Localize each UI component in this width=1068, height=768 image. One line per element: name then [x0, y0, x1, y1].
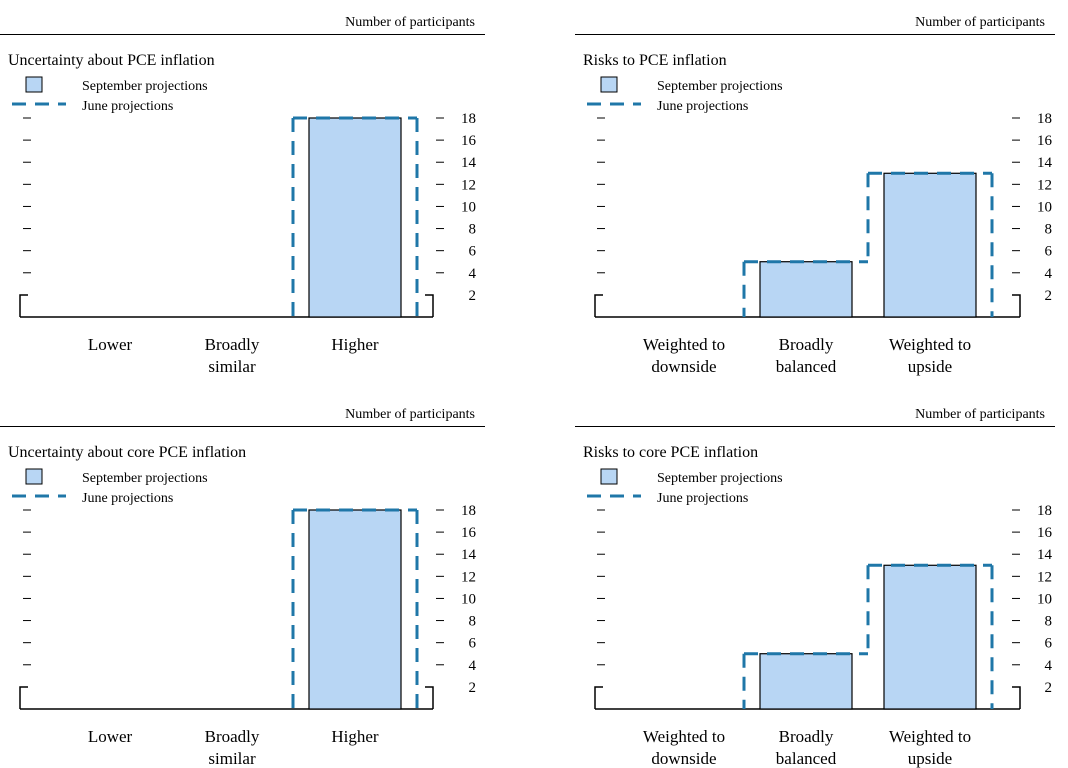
legend-swatch-september — [25, 468, 43, 485]
units-label: Number of participants — [345, 15, 475, 30]
y-tick-label: 6 — [469, 636, 477, 652]
legend-label-june: June projections — [82, 491, 173, 506]
x-category-label: Higher — [331, 727, 379, 746]
units-label: Number of participants — [915, 15, 1045, 30]
y-tick-label: 12 — [1037, 177, 1052, 193]
y-tick-label: 18 — [1037, 111, 1052, 127]
x-category-label: balanced — [776, 749, 837, 768]
y-tick-label: 16 — [1037, 525, 1053, 541]
legend-label-september: September projections — [82, 79, 208, 94]
legend-swatch-september — [600, 468, 618, 485]
axis-bracket-right — [1012, 294, 1021, 317]
chart-title: Uncertainty about PCE inflation — [8, 52, 215, 69]
legend-label-september: September projections — [657, 79, 783, 94]
y-tick-label: 12 — [1037, 569, 1052, 585]
bar-september-3 — [308, 117, 402, 318]
x-category-label: upside — [908, 749, 952, 768]
axis-bracket-left — [19, 686, 28, 709]
y-tick-label: 12 — [461, 177, 476, 193]
y-tick-label: 14 — [461, 155, 477, 171]
bar-september-2 — [759, 653, 853, 710]
chart-panel-4: Number of participants Risks to core PCE … — [575, 407, 1055, 768]
axis-bracket-right — [425, 294, 434, 317]
legend-swatch-september — [600, 76, 618, 93]
y-tick-label: 14 — [461, 547, 477, 563]
x-category-label: Weighted to — [643, 727, 725, 746]
x-category-label: Lower — [88, 727, 133, 746]
chart-title: Uncertainty about core PCE inflation — [8, 444, 246, 461]
y-tick-label: 2 — [1045, 288, 1053, 304]
bar-september-3 — [308, 509, 402, 710]
units-label: Number of participants — [915, 407, 1045, 422]
y-tick-label: 14 — [1037, 547, 1053, 563]
y-tick-label: 14 — [1037, 155, 1053, 171]
y-tick-label: 6 — [1045, 636, 1053, 652]
x-category-label: Weighted to — [643, 335, 725, 354]
x-category-label: balanced — [776, 357, 837, 376]
x-category-label: Broadly — [779, 727, 834, 746]
y-tick-label: 2 — [469, 680, 477, 696]
x-category-label: similar — [208, 749, 256, 768]
y-tick-label: 16 — [461, 133, 477, 149]
y-tick-label: 10 — [461, 199, 476, 215]
x-category-label: similar — [208, 357, 256, 376]
x-category-label: Lower — [88, 335, 133, 354]
y-tick-label: 16 — [1037, 133, 1053, 149]
axis-bracket-right — [425, 686, 434, 709]
y-tick-label: 8 — [469, 222, 477, 238]
x-category-label: upside — [908, 357, 952, 376]
chart-panel-2: Number of participants Risks to PCE infla… — [575, 15, 1055, 376]
legend-label-june: June projections — [657, 99, 748, 114]
chart-panel-3: Number of participants Uncertainty about … — [0, 407, 485, 768]
axis-bracket-left — [19, 294, 28, 317]
units-label: Number of participants — [345, 407, 475, 422]
bar-september-2 — [759, 261, 853, 318]
x-category-label: Weighted to — [889, 335, 971, 354]
y-tick-label: 10 — [1037, 199, 1052, 215]
y-tick-label: 10 — [461, 591, 476, 607]
x-category-label: Weighted to — [889, 727, 971, 746]
y-tick-label: 4 — [1045, 658, 1053, 674]
x-category-label: downside — [651, 357, 716, 376]
y-tick-label: 10 — [1037, 591, 1052, 607]
bar-september-3 — [883, 172, 977, 318]
y-tick-label: 4 — [469, 658, 477, 674]
y-tick-label: 16 — [461, 525, 477, 541]
y-tick-label: 4 — [469, 266, 477, 282]
y-tick-label: 8 — [469, 614, 477, 630]
y-tick-label: 4 — [1045, 266, 1053, 282]
y-tick-label: 18 — [1037, 503, 1052, 519]
legend-label-september: September projections — [657, 471, 783, 486]
y-tick-label: 8 — [1045, 222, 1053, 238]
chart-title: Risks to PCE inflation — [583, 52, 727, 69]
chart-title: Risks to core PCE inflation — [583, 444, 758, 461]
legend-label-june: June projections — [82, 99, 173, 114]
y-tick-label: 6 — [1045, 244, 1053, 260]
x-category-label: downside — [651, 749, 716, 768]
axis-bracket-left — [594, 294, 603, 317]
y-tick-label: 12 — [461, 569, 476, 585]
chart-panel-1: Number of participants Uncertainty about … — [0, 15, 485, 376]
axis-bracket-right — [1012, 686, 1021, 709]
axis-bracket-left — [594, 686, 603, 709]
legend-label-june: June projections — [657, 491, 748, 506]
x-category-label: Broadly — [205, 335, 260, 354]
x-category-label: Broadly — [205, 727, 260, 746]
x-category-label: Higher — [331, 335, 379, 354]
x-category-label: Broadly — [779, 335, 834, 354]
bar-september-3 — [883, 564, 977, 710]
y-tick-label: 18 — [461, 503, 476, 519]
legend-swatch-september — [25, 76, 43, 93]
y-tick-label: 2 — [469, 288, 477, 304]
y-tick-label: 2 — [1045, 680, 1053, 696]
legend-label-september: September projections — [82, 471, 208, 486]
y-tick-label: 18 — [461, 111, 476, 127]
y-tick-label: 6 — [469, 244, 477, 260]
y-tick-label: 8 — [1045, 614, 1053, 630]
